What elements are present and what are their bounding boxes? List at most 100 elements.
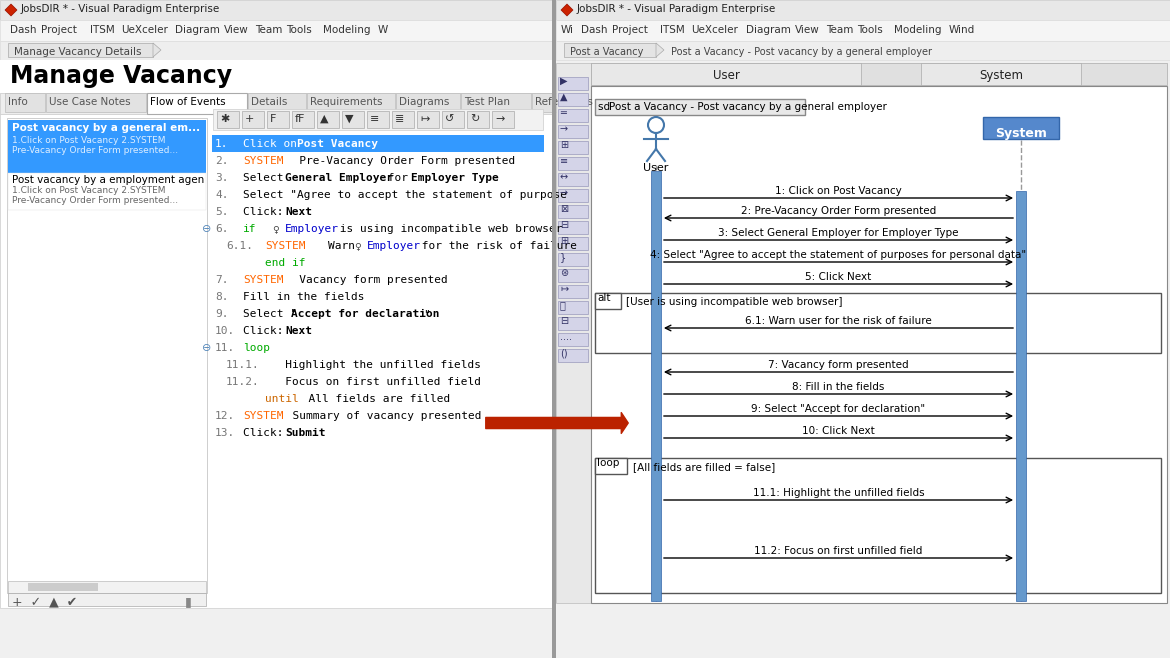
- Text: Post vacancy by a employment agen: Post vacancy by a employment agen: [12, 175, 205, 185]
- Text: Wi: Wi: [560, 25, 574, 35]
- Text: Project: Project: [41, 25, 77, 35]
- Text: ⊞: ⊞: [560, 236, 569, 246]
- Text: 1.: 1.: [215, 139, 228, 149]
- Bar: [292, 111, 314, 128]
- Polygon shape: [656, 43, 665, 57]
- Text: Warn: Warn: [301, 241, 362, 251]
- Text: Details: Details: [252, 97, 288, 107]
- Text: Select: Select: [243, 173, 290, 183]
- Text: Click:: Click:: [243, 207, 290, 217]
- Bar: [558, 253, 589, 266]
- Text: Fill in the fields: Fill in the fields: [243, 292, 365, 302]
- Text: Team: Team: [826, 25, 853, 35]
- Bar: [558, 141, 589, 154]
- Bar: [921, 63, 1081, 85]
- Text: sd: sd: [598, 102, 613, 112]
- Text: [User is using incompatible web browser]: [User is using incompatible web browser]: [626, 297, 842, 307]
- Bar: [558, 237, 589, 250]
- Text: 8.: 8.: [215, 292, 228, 302]
- Text: ▲: ▲: [560, 92, 567, 102]
- Text: Click:: Click:: [243, 326, 290, 336]
- Bar: [558, 93, 589, 106]
- Text: ≡: ≡: [560, 156, 569, 166]
- Bar: [983, 117, 1059, 139]
- Text: 8: Fill in the fields: 8: Fill in the fields: [792, 382, 885, 392]
- Bar: [556, 0, 1170, 20]
- Text: 6.1: Warn user for the risk of failure: 6.1: Warn user for the risk of failure: [745, 316, 931, 326]
- Text: JobsDIR * - Visual Paradigm Enterprise: JobsDIR * - Visual Paradigm Enterprise: [577, 4, 776, 14]
- Bar: [596, 458, 627, 474]
- Text: Post vacancy by a general em...: Post vacancy by a general em...: [12, 123, 200, 133]
- Text: 11.1.: 11.1.: [226, 360, 260, 370]
- Text: fF: fF: [295, 114, 305, 124]
- Text: 3: Select General Employer for Employer Type: 3: Select General Employer for Employer …: [718, 228, 958, 238]
- Text: Dash: Dash: [11, 25, 36, 35]
- Text: ⊟: ⊟: [560, 220, 569, 230]
- Text: Next: Next: [285, 326, 312, 336]
- Bar: [591, 86, 1166, 603]
- Text: Employer: Employer: [367, 241, 421, 251]
- Bar: [558, 205, 589, 218]
- Text: Requirements: Requirements: [310, 97, 383, 107]
- Text: Post a Vacancy - Post vacancy by a general employer: Post a Vacancy - Post vacancy by a gener…: [672, 47, 932, 57]
- Bar: [556, 20, 1170, 41]
- Text: +: +: [245, 114, 254, 124]
- Text: 13.: 13.: [215, 428, 235, 438]
- Text: alt: alt: [597, 293, 611, 303]
- Text: 5.: 5.: [215, 207, 228, 217]
- Text: end if: end if: [264, 258, 305, 268]
- Text: View: View: [223, 25, 249, 35]
- Text: References: References: [535, 97, 593, 107]
- Bar: [651, 171, 661, 601]
- Text: (): (): [560, 348, 567, 358]
- Bar: [556, 41, 1170, 60]
- Text: ▼: ▼: [345, 114, 353, 124]
- Bar: [461, 93, 531, 112]
- Bar: [1016, 191, 1026, 601]
- Text: Use Case Notes: Use Case Notes: [49, 97, 131, 107]
- Text: Pre-Vacancy Order Form presented...: Pre-Vacancy Order Form presented...: [12, 196, 178, 205]
- Text: ITSM: ITSM: [90, 25, 115, 35]
- Text: loop: loop: [243, 343, 270, 353]
- Text: 11.1: Highlight the unfilled fields: 11.1: Highlight the unfilled fields: [752, 488, 924, 498]
- Text: Manage Vacancy: Manage Vacancy: [11, 64, 232, 88]
- Text: 10: Click Next: 10: Click Next: [803, 426, 875, 436]
- Text: ⊟: ⊟: [560, 316, 569, 326]
- Bar: [591, 63, 1166, 85]
- Text: Select "Agree to accept the statement of purpose: Select "Agree to accept the statement of…: [243, 190, 567, 200]
- Bar: [558, 125, 589, 138]
- Text: ⊞: ⊞: [560, 140, 569, 150]
- Text: Diagrams: Diagrams: [399, 97, 449, 107]
- Text: Modeling: Modeling: [894, 25, 942, 35]
- Bar: [0, 114, 552, 608]
- Text: Info: Info: [8, 97, 28, 107]
- Text: ✱: ✱: [220, 114, 229, 124]
- Polygon shape: [153, 43, 161, 57]
- Text: Select ": Select ": [243, 309, 297, 319]
- Text: Post Vacancy: Post Vacancy: [297, 139, 378, 149]
- Bar: [556, 0, 1170, 658]
- Text: Focus on first unfilled field: Focus on first unfilled field: [264, 377, 481, 387]
- Text: ═: ═: [560, 108, 566, 118]
- Text: Accept for declaration: Accept for declaration: [291, 309, 440, 319]
- Text: Summary of vacancy presented: Summary of vacancy presented: [278, 411, 482, 421]
- Text: UeXceler: UeXceler: [691, 25, 738, 35]
- Text: 7: Vacancy form presented: 7: Vacancy form presented: [769, 360, 909, 370]
- Bar: [8, 593, 206, 606]
- Bar: [317, 111, 339, 128]
- Text: if: if: [243, 224, 256, 234]
- Text: SYSTEM: SYSTEM: [243, 411, 283, 421]
- Bar: [558, 301, 589, 314]
- Text: Employer: Employer: [285, 224, 339, 234]
- Bar: [8, 173, 206, 210]
- Text: UeXceler: UeXceler: [121, 25, 167, 35]
- Text: →: →: [560, 188, 569, 198]
- Text: General Employer: General Employer: [285, 173, 393, 183]
- Bar: [467, 111, 489, 128]
- Text: ↔: ↔: [560, 172, 569, 182]
- Text: ⊖: ⊖: [202, 343, 212, 353]
- Text: 2: Pre-Vacancy Order Form presented: 2: Pre-Vacancy Order Form presented: [741, 206, 936, 216]
- Bar: [213, 109, 543, 130]
- Bar: [417, 111, 439, 128]
- Bar: [558, 109, 589, 122]
